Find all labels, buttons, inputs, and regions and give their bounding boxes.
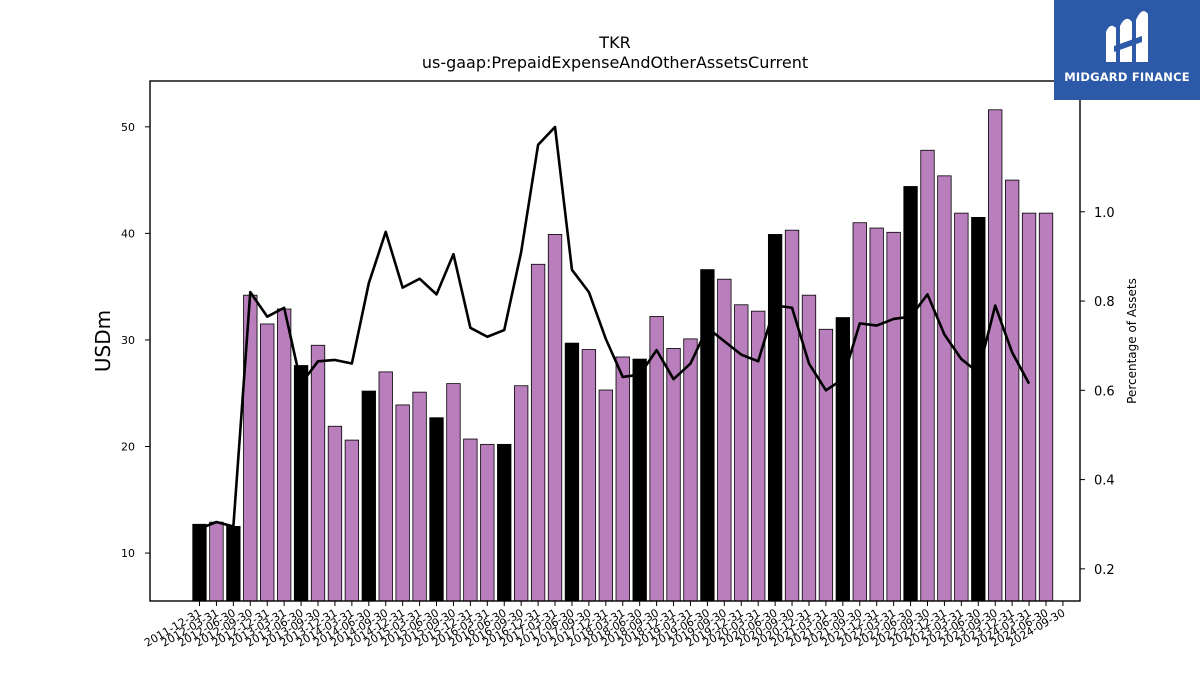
y-axis-label: USDm xyxy=(91,310,115,372)
bar-2019-06-30 xyxy=(700,269,715,602)
bar-2014-06-30 xyxy=(361,390,376,602)
bar-2022-12-31 xyxy=(937,175,952,602)
y-tick-label: 10 xyxy=(121,547,135,560)
bar-2017-12-31 xyxy=(598,389,613,602)
bar-2012-06-30 xyxy=(226,526,241,602)
bar-2020-06-30 xyxy=(767,234,783,602)
chart-title: TKR xyxy=(598,33,630,52)
bar-2016-12-31 xyxy=(530,263,546,602)
bar-2022-03-31 xyxy=(886,231,901,602)
y-tick-label: 30 xyxy=(121,334,135,347)
bar-2024-06-30 xyxy=(1038,212,1054,602)
y2-tick-label: 0.4 xyxy=(1094,474,1115,489)
bar-2021-03-31 xyxy=(818,328,834,602)
bar-2015-03-31 xyxy=(412,391,427,602)
midgard-m-logo-icon xyxy=(1106,11,1148,63)
bar-2013-12-31 xyxy=(327,425,343,602)
bar-2019-03-31 xyxy=(683,338,698,602)
bar-2017-06-30 xyxy=(564,342,580,602)
bar-2021-12-31 xyxy=(869,227,884,602)
bar-2023-12-31 xyxy=(1004,179,1020,602)
bar-2012-03-31 xyxy=(209,521,224,602)
bar-2013-09-30 xyxy=(310,344,326,602)
bar-2012-12-31 xyxy=(260,323,275,602)
bar-2016-06-30 xyxy=(497,443,512,602)
bar-2020-12-31 xyxy=(801,294,817,602)
bar-2014-09-30 xyxy=(378,371,393,602)
bar-2023-06-30 xyxy=(971,216,986,602)
bar-2015-12-31 xyxy=(463,438,478,602)
y-tick-label: 50 xyxy=(121,121,135,134)
bar-2019-12-31 xyxy=(734,304,749,602)
bar-2015-06-30 xyxy=(429,417,444,602)
x-axis: 2011-12-312012-03-312012-06-302012-09-30… xyxy=(142,601,1067,650)
bar-2011-12-31 xyxy=(192,523,207,602)
y-axis-right: 0.2 0.4 0.6 0.8 1.0 xyxy=(1080,206,1115,578)
bar-2014-12-31 xyxy=(395,404,410,602)
y-tick-label: 20 xyxy=(121,440,135,453)
percentage-line xyxy=(199,125,1031,530)
plot-frame xyxy=(149,80,1081,602)
y2-axis-label: Percentage of Assets xyxy=(1125,278,1139,404)
bar-2018-06-30 xyxy=(632,358,647,602)
y2-tick-label: 0.6 xyxy=(1094,384,1115,399)
bar-2017-09-30 xyxy=(581,349,597,602)
bar-2023-03-31 xyxy=(954,212,969,602)
bar-2014-03-31 xyxy=(344,439,360,602)
bar-2013-06-30 xyxy=(293,365,309,602)
bar-2019-09-30 xyxy=(717,278,732,602)
bar-2020-09-30 xyxy=(784,229,800,602)
brand-name: MIDGARD FINANCE xyxy=(1064,70,1190,84)
y-tick-label: 40 xyxy=(121,227,135,240)
chart-subtitle: us-gaap:PrepaidExpenseAndOtherAssetsCurr… xyxy=(422,53,808,72)
y2-tick-label: 0.2 xyxy=(1094,563,1115,578)
y2-tick-label: 0.8 xyxy=(1094,295,1115,310)
bar-2023-09-30 xyxy=(988,109,1003,602)
bars-layer xyxy=(192,109,1054,602)
bar-2021-09-30 xyxy=(852,222,867,602)
bar-2022-09-30 xyxy=(920,149,935,602)
bar-2013-03-31 xyxy=(276,308,292,602)
y-axis-left: 10 20 30 40 50 xyxy=(121,121,150,560)
bar-2018-12-31 xyxy=(666,348,681,602)
line-layer xyxy=(199,125,1031,530)
brand-logo: MIDGARD FINANCE xyxy=(1054,0,1200,100)
bar-2018-03-31 xyxy=(615,356,630,602)
bar-2016-03-31 xyxy=(480,443,495,602)
bar-2016-09-30 xyxy=(514,385,529,602)
bar-2015-09-30 xyxy=(446,383,461,602)
y2-tick-label: 1.0 xyxy=(1094,206,1115,221)
bar-2017-03-31 xyxy=(547,234,563,602)
bar-2020-03-31 xyxy=(751,310,766,602)
bar-2022-06-30 xyxy=(903,186,918,602)
bar-2024-03-31 xyxy=(1021,212,1037,602)
